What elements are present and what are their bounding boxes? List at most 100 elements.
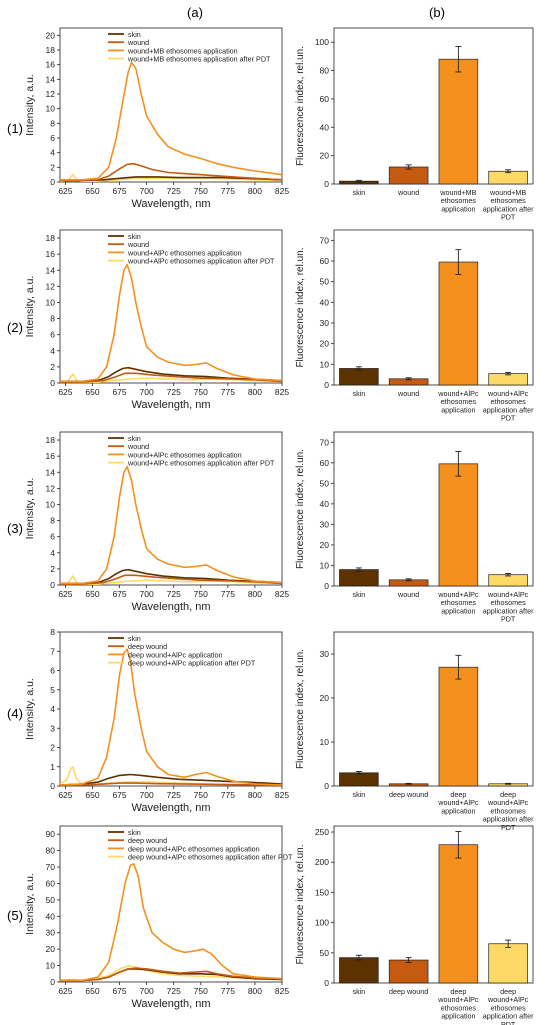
bar-chart-5-bar-3 — [438, 844, 479, 984]
line-chart-4-xlabel: Wavelength, nm — [131, 802, 210, 814]
line-chart-3-legend-label: wound+AlPc ethosomes application after P… — [127, 459, 275, 468]
line-chart-2-ytick-label: 10 — [46, 297, 56, 307]
bar-chart-1-category-label: wound+MB ethosomes application after PDT — [483, 188, 534, 222]
bar-chart-4-bar-3 — [438, 666, 479, 787]
line-chart-2-ylabel: Intensity, a.u. — [24, 276, 36, 338]
bar-chart-2-category-label: skin — [352, 389, 365, 398]
line-chart-3-ytick-label: 8 — [50, 516, 55, 526]
line-chart-2-legend-label: wound — [127, 240, 149, 249]
bar-chart-2-category-line: wound+AlPc — [487, 389, 529, 398]
line-chart-5-legend-label: deep wound+AlPc ethosomes application — [128, 844, 260, 853]
bar-chart-3-ytick-label: 0 — [324, 581, 329, 591]
line-chart-5-ytick-label: 20 — [46, 944, 56, 954]
bar-chart-1-ytick-label: 40 — [320, 122, 330, 132]
bar-chart-1-category-line: ethosomes — [491, 196, 527, 205]
bar-chart-2-ylabel: Fluorescence index, rel.un. — [295, 247, 306, 367]
line-chart-3-series-3 — [60, 465, 282, 585]
line-chart-2-legend-label: wound+AlPc ethosomes application after P… — [127, 257, 275, 266]
bar-chart-2-category-line: application — [441, 405, 475, 414]
bar-chart-3-category-line: wound+AlPc — [487, 590, 529, 599]
line-chart-1-ytick-label: 6 — [50, 133, 55, 143]
line-chart-2-ytick-label: 18 — [46, 233, 56, 243]
bar-chart-2-bar-4 — [488, 373, 528, 386]
line-chart-2-frame — [59, 229, 283, 384]
line-chart-1-ylabel: Intensity, a.u. — [24, 74, 36, 136]
line-chart-2-xtick-label: 725 — [167, 387, 181, 397]
line-chart-4-legend-label: skin — [128, 634, 141, 643]
line-chart-3-ytick-label: 0 — [50, 580, 55, 590]
bar-chart-5-ytick-label: 200 — [315, 857, 329, 867]
line-chart-1-ytick-label: 14 — [46, 74, 56, 84]
line-chart-1-ytick-label: 18 — [46, 45, 56, 55]
bar-chart-1-frame — [333, 27, 534, 185]
bar-chart-1-ytick-label: 0 — [324, 179, 329, 189]
line-chart-4-ytick-label: 0 — [50, 781, 55, 791]
line-chart-1-xtick-label: 775 — [221, 186, 235, 196]
line-chart-1-legend-label: skin — [128, 30, 141, 39]
line-chart-5-ylabel: Intensity, a.u. — [24, 873, 36, 935]
bar-chart-5-category-label: deep wound+AlPc ethosomes application after… — [483, 987, 534, 1025]
bar-chart-5-ytick-label: 0 — [324, 978, 329, 988]
line-chart-1-ytick-label: 4 — [50, 148, 55, 158]
line-chart-2-xtick-label: 650 — [85, 387, 99, 397]
bar-chart-3-category-line: ethosomes — [441, 598, 477, 607]
bar-chart-4-category-line: deep wound — [389, 790, 428, 799]
line-chart-1-xtick-label: 625 — [58, 186, 72, 196]
bar-chart-5-category-label: deep wound — [389, 987, 428, 996]
line-chart-2-xtick-label: 750 — [194, 387, 208, 397]
bar-chart-5-category-line: deep — [450, 987, 466, 996]
bar-chart-1-bar-3 — [438, 58, 479, 185]
bar-chart-4-category-line: wound+AlPc — [487, 798, 529, 807]
bar-chart-5-category-line: wound+AlPc — [437, 995, 479, 1004]
line-chart-5-ytick-label: 80 — [46, 846, 56, 856]
bar-chart-1-ytick-label: 60 — [320, 94, 330, 104]
bar-chart-3-ytick-label: 40 — [320, 499, 330, 509]
bar-chart-1-ytick-label: 80 — [320, 66, 330, 76]
line-chart-3-legend-label: skin — [128, 434, 141, 443]
bar-chart-4-ytick-label: 0 — [324, 781, 329, 791]
bar-chart-4-category-line: PDT — [501, 823, 516, 832]
bar-chart-3-bar-4 — [488, 574, 528, 587]
bar-chart-5-category-line: deep — [500, 987, 516, 996]
bar-chart-3-category-line: application after — [483, 606, 534, 615]
bar-chart-4-ylabel: Fluorescence index, rel.un. — [295, 649, 306, 769]
line-chart-3: 625 650 675 700 725 750 775 800 825 0 2 4 6 8 10 12 14 16… — [24, 431, 289, 613]
bar-chart-3-ytick-label: 20 — [320, 540, 330, 550]
charts-layer: 625 650 675 700 725 750 775 800 8250246810121416… — [24, 27, 534, 1025]
line-chart-2-ytick-label: 8 — [50, 314, 55, 324]
bar-chart-2-frame — [333, 229, 534, 386]
bar-chart-4-category-label: deep wound — [389, 790, 428, 799]
line-chart-5-ytick-label: 30 — [46, 928, 56, 938]
line-chart-5-xtick-label: 675 — [112, 986, 126, 996]
bar-chart-5-category-label: deep wound+AlPc ethosomes application — [437, 987, 479, 1021]
line-chart-3-ylabel: Intensity, a.u. — [24, 478, 36, 540]
line-chart-1-xtick-label: 700 — [140, 186, 154, 196]
bar-chart-2: 0 10 20 30 40 50 60 70 Fluorescence index, rel.u… — [295, 229, 534, 423]
line-chart-4-xtick-label: 800 — [248, 790, 262, 800]
line-chart-3-ytick-label: 18 — [46, 435, 56, 445]
bar-chart-3-category-line: application — [441, 606, 475, 615]
bar-chart-4-category-line: deep — [500, 790, 516, 799]
line-chart-1-xtick-label: 825 — [275, 186, 289, 196]
bar-chart-2-category-line: wound+AlPc — [437, 389, 479, 398]
line-chart-1-ytick-label: 2 — [50, 162, 55, 172]
line-chart-1-ytick-label: 8 — [50, 118, 55, 128]
line-chart-4-xtick-label: 725 — [167, 790, 181, 800]
bar-chart-3-bar-3 — [438, 463, 479, 587]
bar-chart-3-ytick-label: 50 — [320, 478, 330, 488]
bar-chart-4-category-label: skin — [352, 790, 365, 799]
bar-chart-1-category-line: skin — [352, 188, 365, 197]
bar-chart-1-category-line: ethosomes — [441, 196, 477, 205]
line-chart-4-ytick-label: 6 — [50, 666, 55, 676]
row-label-2: (2) — [7, 320, 23, 335]
line-chart-2-ytick-label: 12 — [46, 281, 56, 291]
line-chart-3-xtick-label: 625 — [58, 589, 72, 599]
line-chart-5-series-3 — [60, 863, 282, 982]
bar-chart-5-category-line: ethosomes — [441, 1003, 477, 1012]
line-chart-2-ytick-label: 14 — [46, 265, 56, 275]
bar-chart-2-category-line: skin — [352, 389, 365, 398]
bar-chart-4: 0 10 20 30 Fluorescence index, rel.un. skin de… — [295, 631, 534, 832]
line-chart-3-xtick-label: 750 — [194, 589, 208, 599]
bar-chart-3-category-label: skin — [352, 590, 365, 599]
